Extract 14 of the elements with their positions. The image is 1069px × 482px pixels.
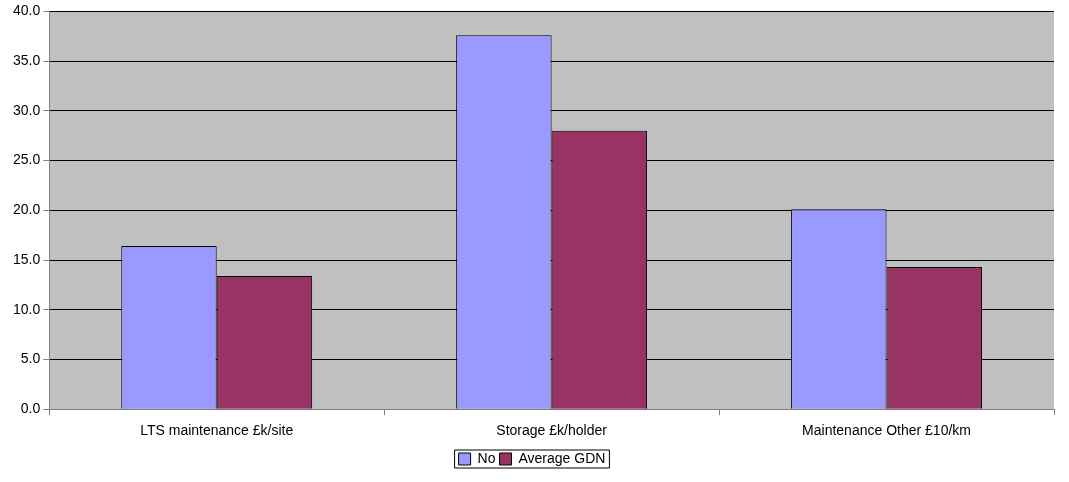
y-tick-label: 15.0 bbox=[13, 250, 41, 267]
y-tick-label: 35.0 bbox=[13, 51, 41, 68]
x-tick-label: Maintenance Other £10/km bbox=[802, 422, 971, 439]
y-tick-label: 0.0 bbox=[20, 400, 41, 417]
y-tick-label: 20.0 bbox=[13, 201, 41, 218]
y-tick-label: 40.0 bbox=[13, 2, 41, 19]
x-tick-label: LTS maintenance £k/site bbox=[140, 422, 294, 439]
legend-label: No bbox=[477, 449, 496, 466]
y-tick-label: 25.0 bbox=[13, 151, 41, 168]
legend-label: Average GDN bbox=[518, 449, 606, 466]
y-tick-label: 30.0 bbox=[13, 101, 41, 118]
y-tick-label: 10.0 bbox=[13, 300, 41, 317]
y-tick-label: 5.0 bbox=[20, 350, 41, 367]
x-tick-label: Storage £k/holder bbox=[496, 422, 608, 439]
